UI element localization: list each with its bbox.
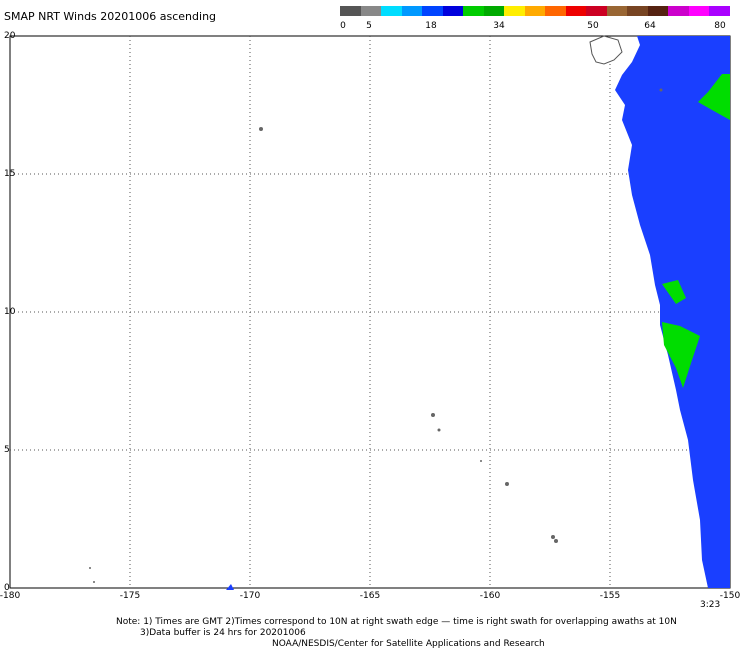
hawaii-outline (589, 35, 623, 65)
colorbar-segment (709, 6, 730, 16)
colorbar-segment (606, 6, 628, 16)
colorbar-label: 80 (714, 21, 726, 31)
note-line-2: 3)Data buffer is 24 hrs for 20201006 (140, 628, 306, 638)
colorbar-segment (442, 6, 464, 16)
colorbar-segment (401, 6, 423, 16)
colorbar-label: 64 (644, 21, 656, 31)
colorbar-segment (483, 6, 505, 16)
x-tick-label: -170 (239, 591, 261, 601)
x-tick-label: -175 (119, 591, 141, 601)
wind-swath-high-2 (662, 280, 686, 304)
grid-lines (10, 36, 730, 588)
y-tick-label: 10 (4, 307, 16, 317)
wind-speed-colorbar (340, 6, 730, 16)
colorbar-segment (504, 6, 525, 16)
colorbar-segment (360, 6, 382, 16)
y-tick-label: 0 (4, 583, 10, 593)
swath-time-label: 3:23 (700, 600, 721, 610)
colorbar-label: 0 (340, 21, 346, 31)
colorbar-segment (422, 6, 443, 16)
wind-swath-low (615, 36, 730, 588)
colorbar-segment (381, 6, 402, 16)
y-tick-label: 5 (4, 445, 10, 455)
x-tick-label: -165 (359, 591, 381, 601)
x-tick-label: -155 (599, 591, 621, 601)
colorbar-segment (586, 6, 607, 16)
colorbar-segment (524, 6, 546, 16)
colorbar-segment (688, 6, 710, 16)
colorbar-segment (668, 6, 689, 16)
note-line-3: NOAA/NESDIS/Center for Satellite Applica… (272, 639, 545, 649)
y-tick-label: 20 (4, 31, 16, 41)
map-title: SMAP NRT Winds 20201006 ascending (4, 10, 217, 23)
colorbar-segment (340, 6, 361, 16)
colorbar-segment (647, 6, 669, 16)
colorbar-segment (463, 6, 484, 16)
island-markers (89, 88, 663, 583)
colorbar-label: 18 (425, 21, 437, 31)
wind-swath-low-small (226, 584, 234, 590)
colorbar-segment (627, 6, 648, 16)
colorbar-label: 34 (493, 21, 505, 31)
note-line-1: Note: 1) Times are GMT 2)Times correspon… (116, 617, 677, 627)
colorbar-segment (545, 6, 566, 16)
colorbar-label: 5 (366, 21, 372, 31)
x-tick-label: -180 (0, 591, 21, 601)
colorbar-label: 50 (587, 21, 599, 31)
y-tick-label: 15 (4, 169, 16, 179)
wind-swath-high-1 (698, 74, 730, 120)
colorbar-segment (565, 6, 587, 16)
x-tick-label: -160 (479, 591, 501, 601)
x-tick-label: -150 (719, 591, 740, 601)
wind-swath-high-3 (662, 322, 700, 388)
